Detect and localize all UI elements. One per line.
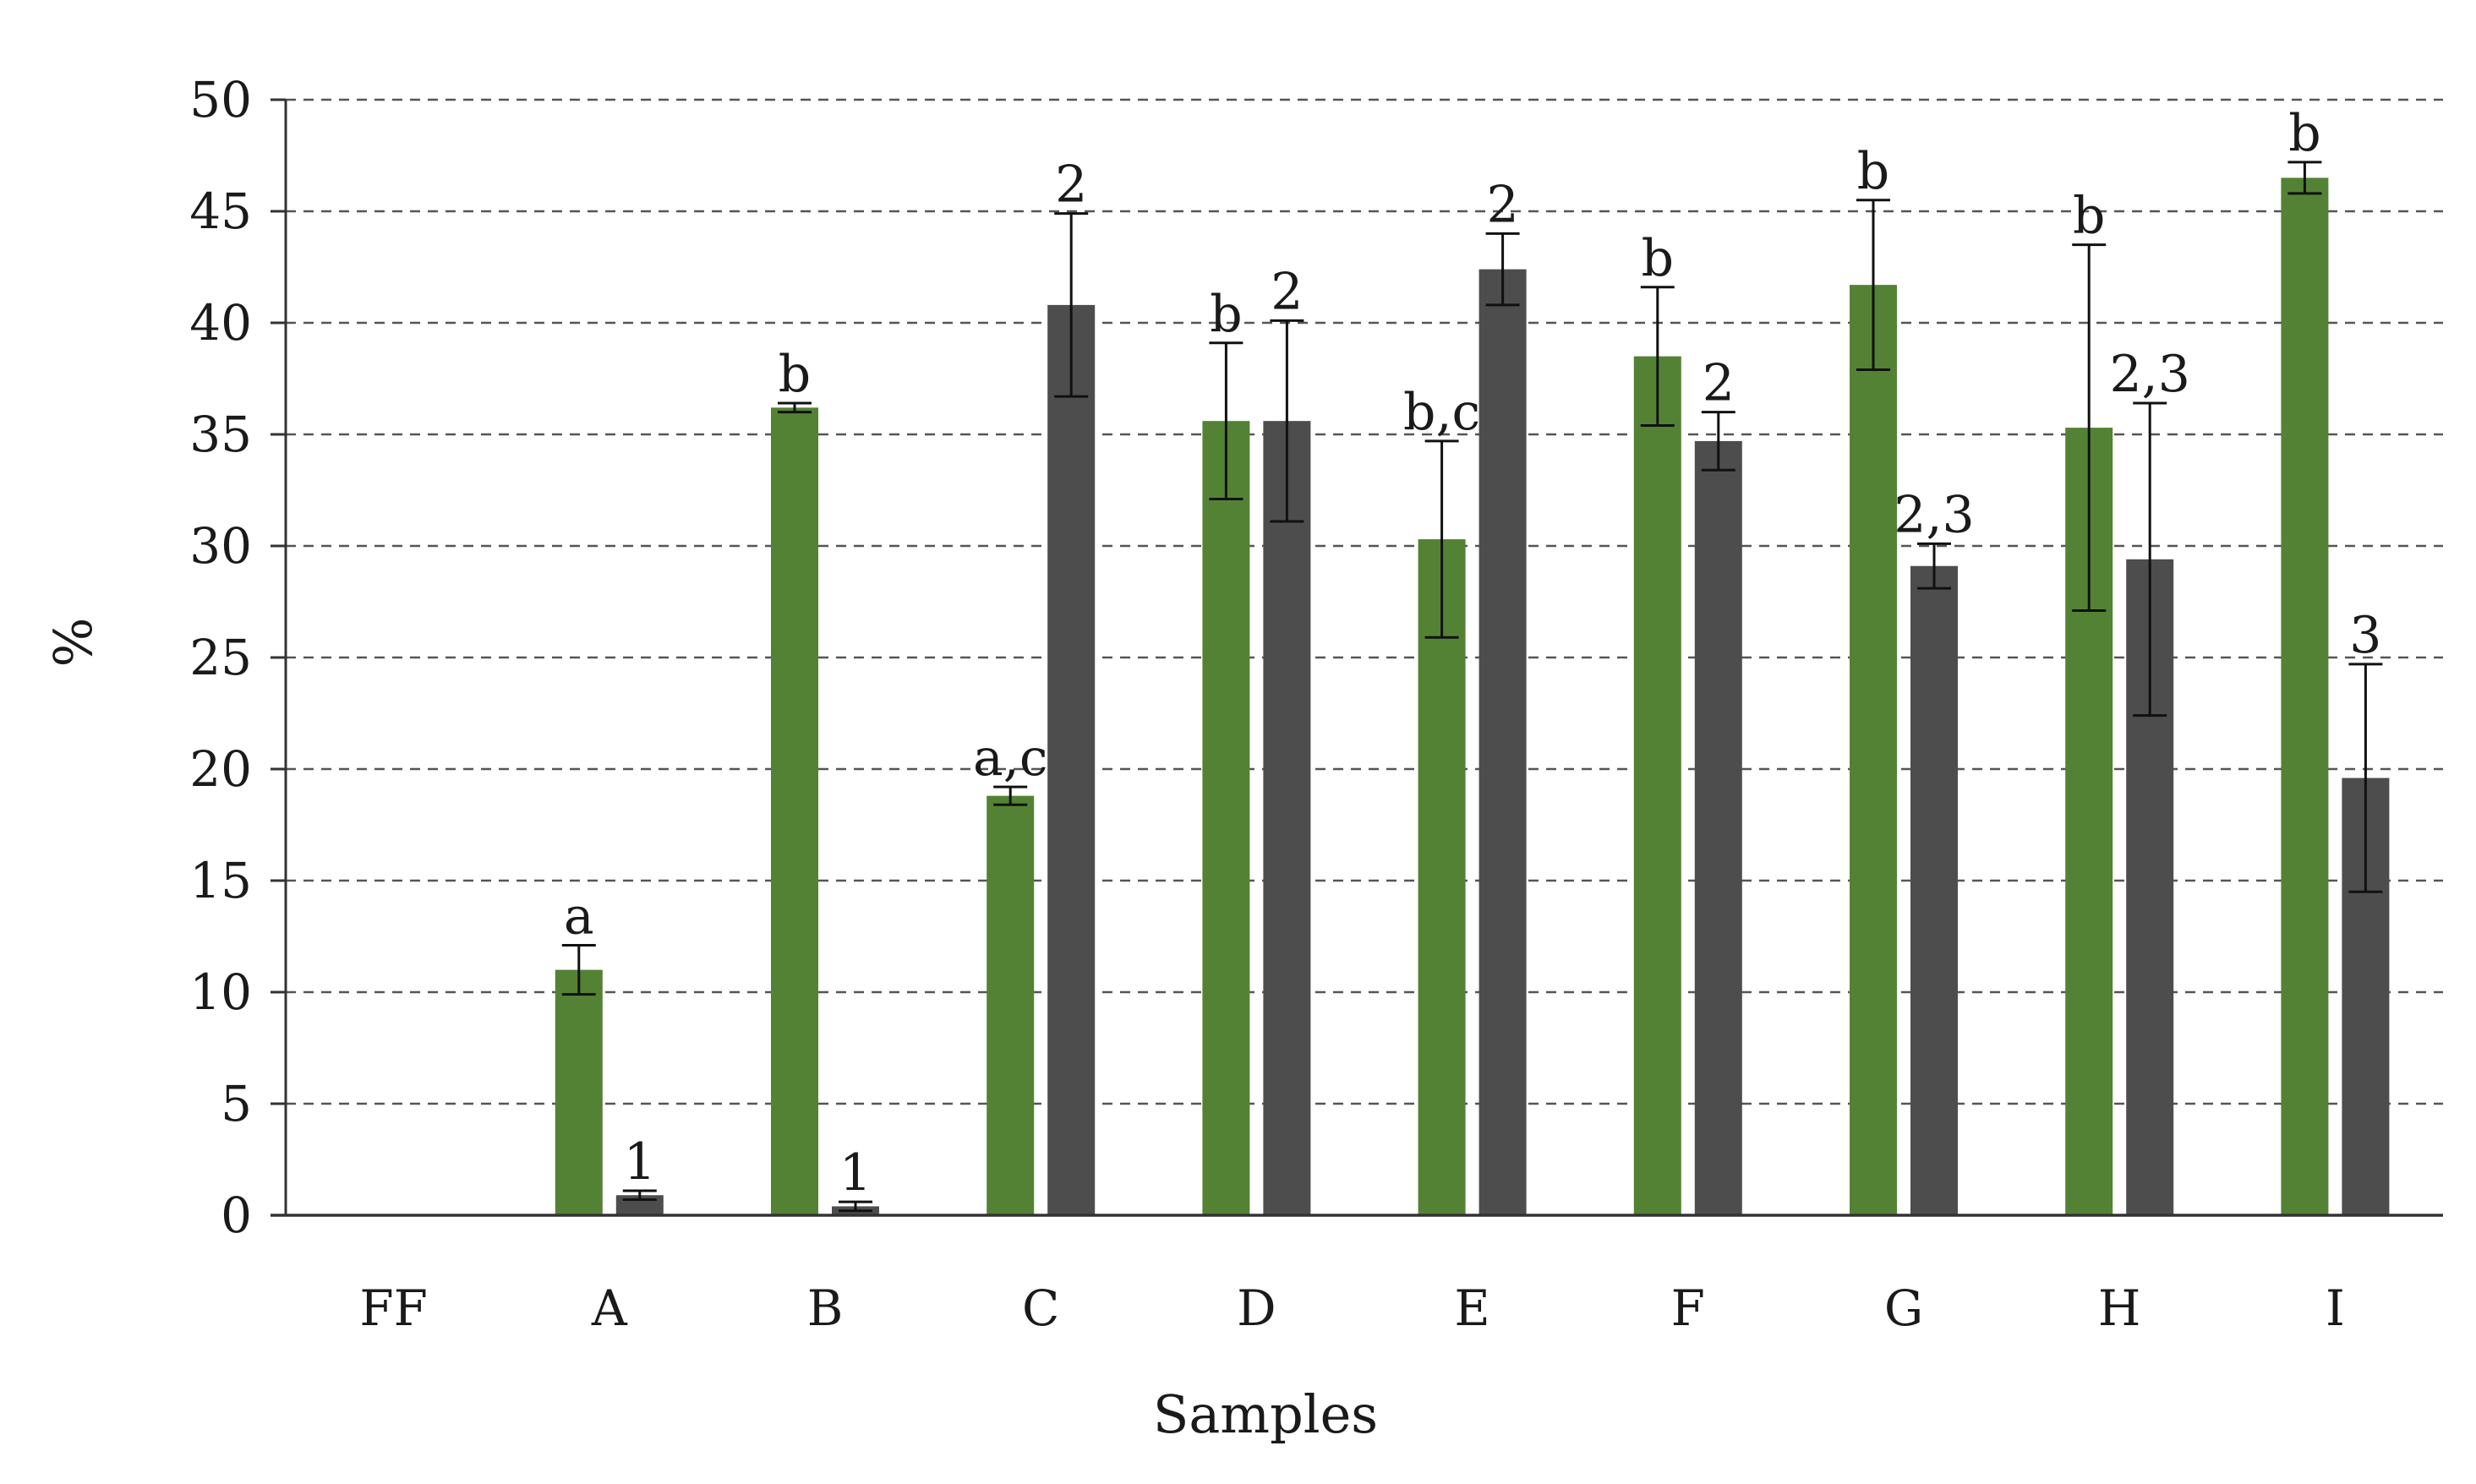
y-tick-label: 50 <box>189 71 252 128</box>
significance-label: b <box>1210 285 1242 344</box>
bar <box>1418 539 1466 1215</box>
significance-label: 3 <box>2349 606 2381 665</box>
y-tick-label: 35 <box>189 406 252 463</box>
y-tick-label: 15 <box>189 852 252 909</box>
significance-label: 2,3 <box>1894 485 1974 544</box>
significance-label: 1 <box>624 1132 656 1192</box>
bar <box>771 407 818 1215</box>
y-tick-label: 30 <box>189 517 252 575</box>
bar <box>1202 421 1250 1215</box>
x-tick-label: I <box>2326 1279 2345 1337</box>
y-tick-label: 25 <box>189 629 252 686</box>
x-tick-label: C <box>1022 1279 1059 1337</box>
y-axis-title: % <box>42 618 104 668</box>
significance-label: b <box>779 345 811 404</box>
significance-label: b,c <box>1403 383 1480 442</box>
significance-label: 2 <box>1487 175 1519 234</box>
axes: 0 5 10 15 20 25 30 35 40 45 50 FF A B C D E F G H I <box>189 71 2443 1337</box>
significance-label: 2 <box>1055 155 1087 215</box>
significance-label: a <box>564 887 594 947</box>
significance-label: 2 <box>1271 262 1303 321</box>
x-tick-label: A <box>591 1279 628 1337</box>
x-tick-label: E <box>1454 1279 1489 1337</box>
bar <box>555 969 603 1215</box>
bars <box>555 177 2390 1216</box>
bar <box>1850 285 1897 1215</box>
bar <box>2281 177 2329 1215</box>
gridlines <box>286 98 2443 1105</box>
significance-label: 2 <box>1703 354 1735 413</box>
y-tick-label: 0 <box>221 1187 252 1244</box>
x-tick-label: B <box>807 1279 844 1337</box>
x-tick-label: FF <box>359 1279 428 1337</box>
y-tick-label: 5 <box>221 1075 252 1132</box>
bar <box>987 795 1035 1215</box>
x-axis-title: Samples <box>1153 1383 1378 1445</box>
bar <box>1633 356 1681 1216</box>
bar <box>1910 565 1958 1215</box>
bar <box>1478 269 1527 1215</box>
significance-label: b <box>1857 142 1889 201</box>
significance-label: 2,3 <box>2109 345 2189 404</box>
y-tick-label: 40 <box>189 294 252 352</box>
significance-label: b <box>1642 229 1674 288</box>
bar <box>1694 440 1742 1215</box>
error-bars <box>561 161 2383 1213</box>
significance-label: 1 <box>839 1143 872 1203</box>
y-tick-label: 20 <box>189 740 252 798</box>
y-tick-label: 45 <box>189 183 252 240</box>
x-tick-label: F <box>1671 1279 1705 1337</box>
bar <box>1263 421 1311 1215</box>
significance-label: b <box>2073 187 2105 246</box>
significance-label: b <box>2288 104 2320 163</box>
x-tick-label: G <box>1884 1279 1923 1337</box>
x-tick-label: H <box>2098 1279 2141 1337</box>
x-tick-label: D <box>1237 1279 1276 1337</box>
bar <box>1047 304 1096 1215</box>
y-tick-label: 10 <box>189 963 252 1021</box>
significance-label: a,c <box>973 728 1047 788</box>
labels: a b a,c b b,c b b b b 1 1 2 2 2 2 2,3 2,3 3 <box>564 104 2382 1203</box>
